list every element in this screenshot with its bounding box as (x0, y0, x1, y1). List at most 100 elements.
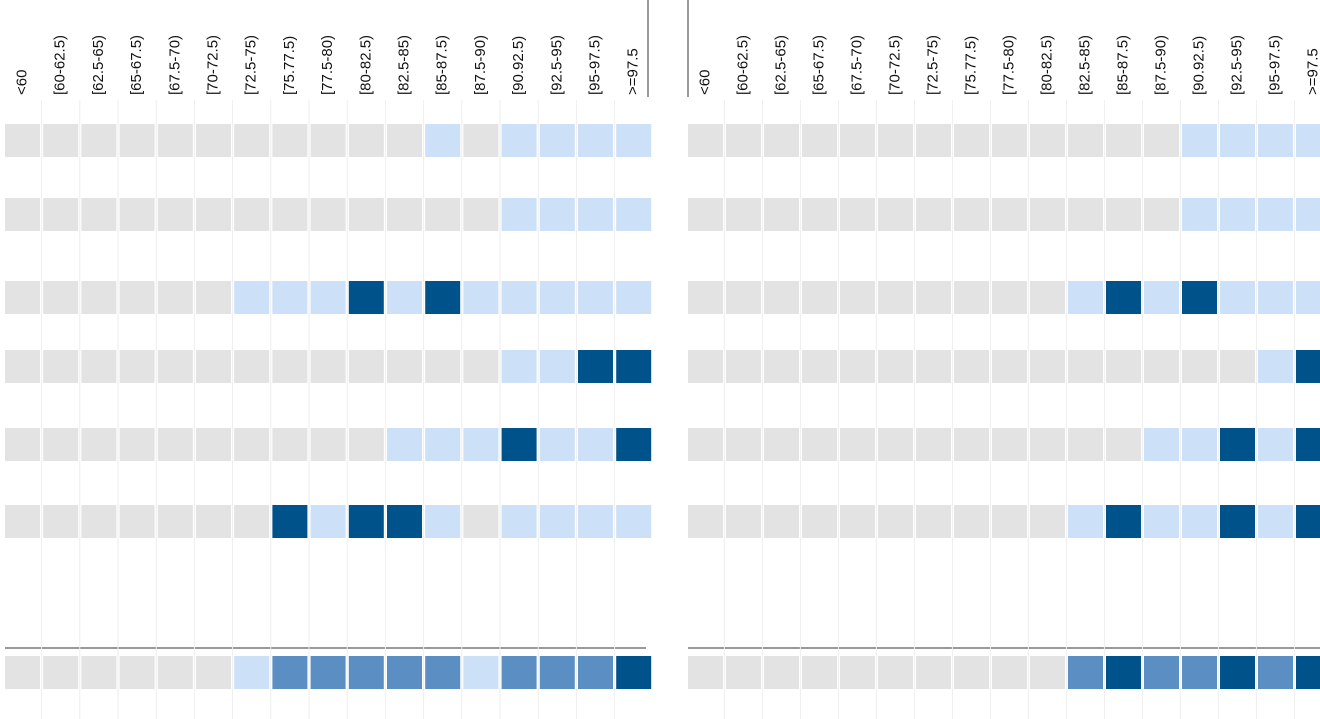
cell (1258, 281, 1293, 314)
cell (1030, 350, 1065, 383)
cell (196, 505, 231, 538)
cell (387, 505, 422, 538)
cell (726, 350, 761, 383)
cell (1030, 281, 1065, 314)
cell (878, 505, 913, 538)
column-header: [77.5-80) (319, 35, 336, 95)
cell (234, 428, 270, 461)
cell (539, 350, 575, 383)
cell (425, 281, 461, 314)
cell (1182, 124, 1217, 157)
total-cell (425, 656, 461, 689)
cell (119, 281, 155, 314)
cell (5, 281, 40, 314)
cell (802, 281, 837, 314)
cell (726, 281, 761, 314)
total-cell (1068, 656, 1103, 689)
column-header: [67.5-70) (848, 35, 865, 95)
cell (310, 505, 346, 538)
cell (501, 198, 537, 231)
cell (310, 428, 346, 461)
cell (157, 281, 193, 314)
cell (688, 198, 723, 231)
cell (764, 505, 799, 538)
cell (348, 198, 384, 231)
cell (1144, 124, 1179, 157)
cell (157, 428, 193, 461)
cell (840, 281, 875, 314)
total-cell (310, 656, 346, 689)
cell (501, 124, 537, 157)
cell (425, 505, 461, 538)
total-cell (726, 656, 761, 689)
column-header: [85-87.5) (434, 35, 451, 95)
cell (688, 281, 723, 314)
cell (1144, 281, 1179, 314)
column-header: [85-87.5) (1114, 35, 1131, 95)
column-header: [60-62.5) (52, 35, 69, 95)
cell (726, 428, 761, 461)
cell (1106, 428, 1141, 461)
cell (616, 350, 652, 383)
column-header: [75.77.5) (281, 36, 298, 95)
total-cell (878, 656, 913, 689)
total-cell (578, 656, 613, 689)
cell (272, 124, 308, 157)
column-header: [62.5-65) (772, 35, 789, 95)
cell (501, 505, 537, 538)
cell (43, 505, 79, 538)
cell (1220, 281, 1255, 314)
cell (425, 198, 461, 231)
cell (688, 124, 723, 157)
cell (272, 505, 308, 538)
cell (463, 198, 499, 231)
cell (916, 198, 951, 231)
cell (954, 350, 989, 383)
cell (1068, 124, 1103, 157)
cell (802, 505, 837, 538)
column-header: [82.5-85) (395, 35, 412, 95)
cell (157, 350, 193, 383)
cell (916, 350, 951, 383)
cell (616, 124, 652, 157)
column-header: [92.5-95) (1228, 35, 1245, 95)
cell (992, 428, 1027, 461)
cell (1258, 198, 1293, 231)
total-cell (764, 656, 799, 689)
cell (272, 428, 308, 461)
cell (1182, 198, 1217, 231)
cell (802, 124, 837, 157)
cell (1220, 124, 1255, 157)
cell (954, 198, 989, 231)
total-cell (1220, 656, 1255, 689)
cell (1068, 350, 1103, 383)
cell (157, 198, 193, 231)
cell (387, 124, 422, 157)
column-header: [87.5-90) (472, 35, 489, 95)
cell (764, 428, 799, 461)
cell (1258, 428, 1293, 461)
cell (726, 505, 761, 538)
cell (234, 281, 270, 314)
column-header: [72.5-75) (924, 35, 941, 95)
cell (1220, 350, 1255, 383)
cell (1106, 350, 1141, 383)
cell (425, 350, 461, 383)
cell (1068, 428, 1103, 461)
total-cell (234, 656, 270, 689)
cell (463, 505, 499, 538)
cell (1068, 505, 1103, 538)
column-header: >=97.5 (625, 48, 642, 95)
column-header: <60 (13, 70, 30, 95)
cell (463, 124, 499, 157)
cell (539, 428, 575, 461)
cell (1258, 505, 1293, 538)
cell (840, 124, 875, 157)
total-cell (501, 656, 537, 689)
cell (578, 350, 613, 383)
total-cell (1258, 656, 1293, 689)
column-header: [67.5-70) (166, 35, 183, 95)
column-header: [92.5-95) (548, 35, 565, 95)
column-header: [80-82.5) (1038, 35, 1055, 95)
